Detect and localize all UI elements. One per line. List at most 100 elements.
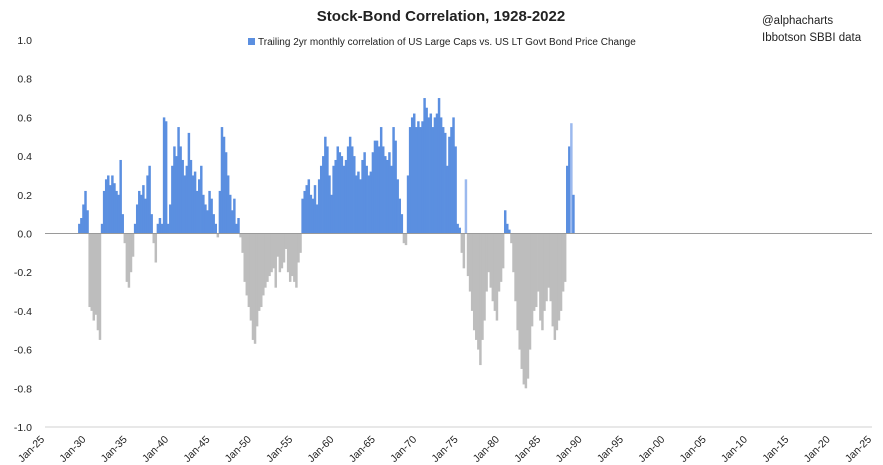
bar-negative — [495, 233, 499, 321]
bar-positive — [568, 146, 571, 234]
bar-negative — [270, 233, 273, 273]
bar-negative — [470, 233, 474, 311]
bar-negative — [468, 233, 472, 292]
bar-negative — [216, 233, 220, 238]
bar-positive — [181, 159, 184, 234]
bar-positive — [191, 175, 195, 234]
bar-negative — [129, 233, 133, 273]
bar-positive — [348, 136, 352, 234]
bar-positive — [324, 136, 327, 234]
bar-negative — [528, 233, 532, 350]
bar-positive — [235, 223, 238, 234]
bar-positive — [171, 165, 174, 234]
bar-positive — [390, 165, 393, 234]
bar-negative — [489, 233, 492, 288]
bar-negative — [260, 233, 263, 308]
bar-positive — [346, 146, 350, 234]
bar-positive — [218, 190, 222, 234]
bar-positive — [142, 185, 145, 234]
bar-positive — [229, 194, 232, 234]
bar-negative — [127, 233, 131, 288]
bar-positive — [133, 223, 137, 234]
bar-positive — [206, 210, 209, 234]
bar-positive — [84, 190, 87, 234]
bar-negative — [257, 233, 261, 311]
bar-positive — [183, 175, 186, 234]
bar-positive — [305, 185, 308, 234]
bar-positive — [111, 175, 114, 234]
bar-negative — [131, 233, 135, 257]
bar-negative — [475, 233, 478, 340]
bar-positive — [444, 132, 447, 234]
bar-positive — [208, 190, 211, 234]
bar-positive — [379, 127, 383, 234]
bar-positive — [454, 146, 457, 234]
bar-positive — [340, 156, 344, 234]
bar-positive — [359, 179, 362, 234]
bar-positive — [429, 113, 433, 234]
bar-positive — [220, 127, 224, 234]
bar-negative — [563, 233, 567, 282]
bar-positive — [317, 179, 321, 234]
bar-positive — [311, 198, 315, 234]
bar-positive — [322, 156, 325, 234]
bar-negative — [547, 233, 550, 288]
bar-positive — [417, 121, 420, 234]
bar-positive — [357, 171, 360, 234]
bar-negative — [154, 233, 158, 263]
bar-positive — [179, 146, 182, 234]
bar-negative — [94, 233, 98, 315]
bar-negative — [522, 233, 526, 385]
bar-positive — [189, 159, 193, 234]
bar-positive — [566, 165, 569, 234]
bar-negative — [514, 233, 517, 302]
bar-positive — [408, 127, 412, 234]
bar-positive — [187, 132, 191, 234]
bar-negative — [524, 233, 528, 389]
bar-positive — [237, 218, 240, 234]
bar-positive — [439, 117, 443, 234]
bar-positive — [427, 117, 430, 234]
bar-positive — [371, 152, 375, 234]
bar-positive — [377, 146, 381, 234]
bar-positive — [334, 159, 337, 234]
bar-positive — [102, 190, 106, 234]
bar-positive — [355, 175, 358, 234]
bar-negative — [551, 233, 555, 327]
bar-positive — [437, 98, 441, 234]
bar-negative — [553, 233, 557, 340]
bar-negative — [462, 233, 466, 269]
bar-negative — [561, 233, 565, 292]
bar-positive — [388, 152, 391, 234]
bar-positive — [353, 156, 356, 234]
bar-positive — [307, 179, 311, 234]
bar-positive — [109, 185, 112, 234]
bar-positive — [212, 214, 215, 234]
bar-negative — [245, 233, 249, 296]
bar-negative — [460, 233, 464, 253]
bar-positive — [570, 123, 573, 234]
bar-positive — [450, 127, 453, 234]
bar-negative — [295, 233, 298, 288]
bar-negative — [152, 233, 155, 244]
bar-negative — [557, 233, 561, 321]
bar-positive — [313, 185, 317, 234]
bar-positive — [107, 175, 110, 234]
bar-negative — [539, 233, 542, 321]
bar-negative — [288, 233, 292, 282]
bar-negative — [125, 233, 129, 282]
bar-negative — [466, 233, 470, 277]
bar-positive — [375, 140, 379, 234]
bar-positive — [394, 140, 397, 234]
bar-positive — [458, 227, 461, 234]
bar-positive — [503, 210, 507, 234]
bar-negative — [241, 233, 244, 253]
bar-positive — [185, 165, 189, 234]
bar-positive — [173, 146, 176, 234]
y-tick-label: 0.8 — [17, 74, 32, 86]
bar-negative — [497, 233, 501, 292]
bar-positive — [373, 140, 377, 234]
bar-negative — [284, 233, 288, 249]
bar-negative — [485, 233, 488, 292]
bar-positive — [202, 194, 205, 234]
